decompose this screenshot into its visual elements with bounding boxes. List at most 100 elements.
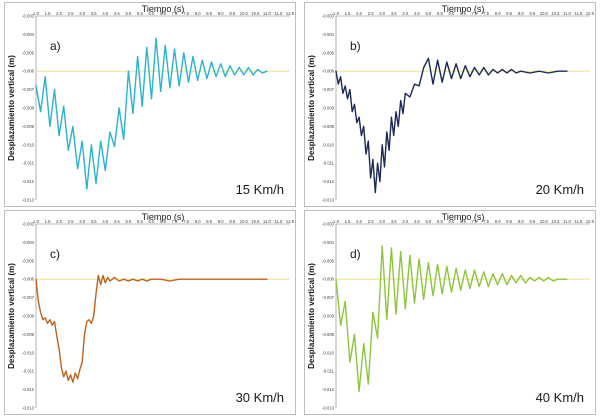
panel-0-x-tick: 2.5 <box>68 11 74 16</box>
panel-2: Tiempo (s) 1.0 1.5 2.0 2.5 3.0 3.5 4.0 4.5 5.0 5.5… <box>4 210 296 415</box>
panel-3-x-tick: 9.0 <box>518 219 524 224</box>
panel-0-series-line <box>35 37 268 190</box>
panel-2-x-tick: 5.0 <box>125 219 131 224</box>
panel-0-x-tick: 10.5 <box>251 11 260 16</box>
panel-3-x-tick: 5.5 <box>437 219 443 224</box>
panel-3: Tiempo (s) 1.0 1.5 2.0 2.5 3.0 3.5 4.0 4.5 5.0 5.5… <box>304 210 596 415</box>
panel-2-y-tick: -0.011 <box>22 369 34 374</box>
panel-3-title: Tiempo (s) <box>442 212 485 222</box>
panel-3-x-tick: 9.5 <box>529 219 535 224</box>
panel-3-x-tick: 12.0 <box>586 219 595 224</box>
panel-0-x-tick: 1.0 <box>33 11 39 16</box>
panel-0-y-tick: -0.008 <box>22 106 35 111</box>
panel-1-label: b) <box>350 39 361 53</box>
panel-1-x-tick: 9.0 <box>518 11 524 16</box>
panel-0-y-tick: -0.009 <box>22 124 35 129</box>
panel-2-series-line <box>35 274 268 383</box>
panel-0-y-tick: -0.003 <box>22 14 35 19</box>
panel-1-y-tick: -0.007 <box>322 87 335 92</box>
panel-0-y-tick: -0.005 <box>22 50 35 55</box>
panel-1-y-tick: -0.012 <box>322 179 335 184</box>
panel-2-x-tick: 2.0 <box>56 219 62 224</box>
panel-2-title: Tiempo (s) <box>142 212 185 222</box>
panel-3-x-tick: 8.5 <box>506 219 512 224</box>
panel-2-y-tick: -0.005 <box>22 258 35 263</box>
panel-2-y-tick: -0.013 <box>22 406 35 411</box>
panel-1-x-tick: 4.0 <box>402 11 408 16</box>
panel-1-x-tick: 11.0 <box>563 11 572 16</box>
panel-1-x-tick: 6.5 <box>460 11 466 16</box>
panel-1-x-tick: 2.0 <box>356 11 362 16</box>
panel-3-x-tick: 11.0 <box>563 219 572 224</box>
panel-3-series-line <box>335 245 568 393</box>
panel-0-y-tick: -0.006 <box>22 69 35 74</box>
panel-2-y-tick: -0.010 <box>22 350 35 355</box>
panel-2-x-tick: 8.0 <box>195 219 201 224</box>
panel-0-x-tick: 7.5 <box>183 11 189 16</box>
panel-3-y-tick: -0.008 <box>322 314 335 319</box>
panel-0-y-tick: -0.011 <box>22 161 34 166</box>
panel-3-y-tick: -0.012 <box>322 387 335 392</box>
panel-0-x-tick: 8.5 <box>206 11 212 16</box>
panel-1-speed-label: 20 Km/h <box>536 182 584 197</box>
panel-0-x-tick: 10.0 <box>240 11 249 16</box>
panel-0-label: a) <box>50 39 61 53</box>
panel-2-x-tick: 2.5 <box>68 219 74 224</box>
panel-1-y-tick: -0.011 <box>322 161 334 166</box>
panel-0-x-tick: 5.5 <box>137 11 143 16</box>
panel-3-x-tick: 2.0 <box>356 219 362 224</box>
panel-1-x-tick: 3.5 <box>391 11 397 16</box>
panel-3-x-tick: 1.5 <box>345 219 351 224</box>
panel-2-x-tick: 7.0 <box>172 219 178 224</box>
panel-2-x-tick: 1.5 <box>45 219 51 224</box>
panel-0-x-tick: 6.5 <box>160 11 166 16</box>
panel-2-y-tick: -0.009 <box>22 332 35 337</box>
panel-1-title: Tiempo (s) <box>442 4 485 14</box>
panel-2-ylabel: Desplazamiento vertical (m) <box>7 263 16 369</box>
panel-3-x-tick: 5.0 <box>425 219 431 224</box>
panel-3-x-tick: 7.5 <box>483 219 489 224</box>
panel-1-y-tick: -0.004 <box>322 32 335 37</box>
panel-1: Tiempo (s) 1.0 1.5 2.0 2.5 3.0 3.5 4.0 4.5 5.0 5.5… <box>304 2 596 207</box>
panel-0-x-tick: 9.5 <box>229 11 235 16</box>
panel-0-x-tick: 4.0 <box>102 11 108 16</box>
panel-0-y-tick: -0.010 <box>22 142 35 147</box>
panel-0-x-tick: 4.5 <box>114 11 120 16</box>
panel-3-y-tick: -0.006 <box>322 277 335 282</box>
panel-3-x-tick: 1.0 <box>333 219 339 224</box>
panel-3-speed-label: 40 Km/h <box>536 390 584 405</box>
panel-3-y-tick: -0.009 <box>322 332 335 337</box>
panel-3-y-tick: -0.011 <box>322 369 334 374</box>
panel-2-y-tick: -0.004 <box>22 240 35 245</box>
panel-1-y-tick: -0.010 <box>322 142 335 147</box>
panel-0-y-tick: -0.004 <box>22 32 35 37</box>
panel-0-x-tick: 1.5 <box>45 11 51 16</box>
panel-1-x-tick: 12.0 <box>586 11 595 16</box>
panel-2-x-tick: 1.0 <box>33 219 39 224</box>
panel-3-y-tick: -0.010 <box>322 350 335 355</box>
panel-2-y-tick: -0.003 <box>22 222 35 227</box>
panel-0-x-tick: 11.5 <box>275 11 284 16</box>
panel-2-x-tick: 7.5 <box>183 219 189 224</box>
panel-2-x-tick: 3.5 <box>91 219 97 224</box>
panel-0-speed-label: 15 Km/h <box>236 182 284 197</box>
panel-3-x-tick: 6.0 <box>449 219 455 224</box>
panel-0-x-tick: 3.0 <box>79 11 85 16</box>
panel-2-x-tick: 5.5 <box>137 219 143 224</box>
panel-2-y-tick: -0.012 <box>22 387 35 392</box>
panel-3-y-tick: -0.005 <box>322 258 335 263</box>
panel-0-x-tick: 3.5 <box>91 11 97 16</box>
panel-2-x-tick: 10.0 <box>240 219 249 224</box>
panel-1-x-tick: 7.0 <box>472 11 478 16</box>
panel-1-x-tick: 10.0 <box>540 11 549 16</box>
panel-0-title: Tiempo (s) <box>142 4 185 14</box>
panel-2-y-tick: -0.006 <box>22 277 35 282</box>
panel-2-speed-label: 30 Km/h <box>236 390 284 405</box>
panel-1-x-tick: 5.5 <box>437 11 443 16</box>
panel-0-x-tick: 12.0 <box>286 11 295 16</box>
panel-1-x-tick: 8.5 <box>506 11 512 16</box>
panel-2-x-tick: 3.0 <box>79 219 85 224</box>
panel-1-y-tick: -0.009 <box>322 124 335 129</box>
panel-0-x-tick: 5.0 <box>125 11 131 16</box>
